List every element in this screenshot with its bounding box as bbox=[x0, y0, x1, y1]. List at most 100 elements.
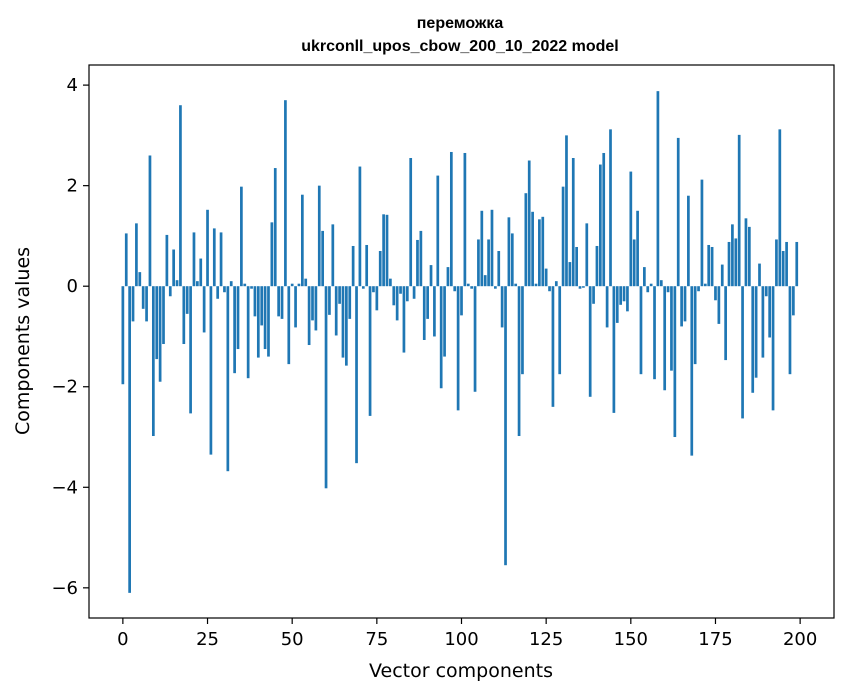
bar bbox=[731, 224, 734, 287]
bar bbox=[138, 272, 142, 287]
bar bbox=[419, 230, 423, 287]
bar bbox=[206, 209, 209, 287]
bar bbox=[314, 286, 318, 331]
bar bbox=[443, 286, 446, 357]
bar bbox=[470, 286, 474, 289]
bar bbox=[436, 175, 440, 287]
bar bbox=[612, 286, 616, 413]
bar bbox=[212, 228, 216, 287]
bar bbox=[355, 286, 358, 464]
y-tick-label: −6 bbox=[51, 578, 78, 599]
bar bbox=[449, 151, 453, 287]
bar bbox=[510, 233, 514, 287]
bar bbox=[341, 286, 345, 358]
bar bbox=[175, 280, 179, 287]
bar bbox=[626, 286, 629, 312]
bar bbox=[629, 171, 633, 287]
bar bbox=[351, 245, 355, 287]
bar bbox=[348, 286, 352, 319]
bar bbox=[717, 286, 721, 324]
bar bbox=[135, 223, 138, 287]
x-tick-label: 100 bbox=[444, 629, 478, 650]
bar bbox=[290, 283, 294, 287]
bar bbox=[155, 286, 159, 360]
bar bbox=[182, 286, 186, 345]
bar bbox=[558, 286, 562, 375]
bar bbox=[361, 286, 365, 289]
bar bbox=[747, 226, 751, 287]
bar bbox=[270, 222, 274, 287]
x-ticks-group: 0 25 50 75 100 125 150 175 200 bbox=[117, 618, 817, 650]
bar bbox=[260, 286, 264, 326]
y-tick-label: −2 bbox=[51, 377, 78, 398]
bar bbox=[524, 193, 528, 287]
bar bbox=[433, 286, 436, 337]
bar bbox=[680, 286, 683, 327]
bar bbox=[277, 286, 280, 317]
bar bbox=[311, 286, 314, 321]
bar bbox=[456, 286, 460, 411]
bar bbox=[145, 286, 148, 322]
bar bbox=[480, 210, 484, 287]
bar bbox=[460, 286, 463, 316]
bar bbox=[389, 278, 392, 287]
bar bbox=[304, 278, 308, 287]
bar bbox=[598, 164, 602, 287]
bar bbox=[582, 286, 585, 288]
bar bbox=[741, 286, 744, 419]
bar bbox=[148, 155, 152, 287]
bar bbox=[619, 286, 623, 305]
bar bbox=[365, 244, 369, 287]
bar bbox=[568, 262, 572, 287]
x-tick-label: 25 bbox=[196, 629, 219, 650]
bar bbox=[521, 286, 524, 375]
bar bbox=[196, 281, 199, 287]
bar bbox=[490, 209, 494, 287]
bar bbox=[724, 286, 727, 361]
bar bbox=[673, 286, 677, 438]
bar bbox=[297, 283, 301, 287]
bar bbox=[690, 286, 694, 456]
bar bbox=[788, 286, 792, 375]
bar bbox=[378, 251, 382, 287]
bar bbox=[229, 281, 233, 287]
bar bbox=[785, 241, 788, 287]
bar bbox=[754, 286, 758, 378]
bar bbox=[781, 251, 785, 287]
bar bbox=[585, 223, 589, 287]
bar bbox=[538, 219, 541, 287]
bar bbox=[121, 286, 125, 385]
bar bbox=[328, 286, 331, 315]
bar bbox=[639, 286, 643, 375]
x-tick-label: 50 bbox=[281, 629, 304, 650]
bar bbox=[426, 286, 429, 319]
bar bbox=[778, 129, 782, 287]
bar bbox=[697, 286, 700, 292]
bar bbox=[412, 286, 416, 299]
bar bbox=[385, 214, 389, 287]
bar bbox=[487, 239, 490, 287]
bar bbox=[666, 286, 670, 293]
bar bbox=[233, 286, 236, 374]
y-tick-label: −4 bbox=[51, 477, 78, 498]
bar bbox=[737, 134, 741, 287]
bar bbox=[565, 135, 568, 287]
bar bbox=[744, 218, 748, 287]
bar bbox=[453, 286, 457, 292]
bar bbox=[734, 238, 738, 287]
bar bbox=[676, 137, 680, 287]
bar bbox=[358, 166, 362, 287]
bar bbox=[300, 194, 304, 287]
bar bbox=[758, 263, 761, 287]
bar bbox=[256, 286, 260, 358]
bar bbox=[554, 281, 558, 287]
bar bbox=[331, 224, 335, 287]
bar bbox=[202, 286, 206, 333]
x-tick-label: 75 bbox=[365, 629, 388, 650]
bar bbox=[141, 286, 145, 309]
bar bbox=[172, 249, 176, 287]
x-tick-label: 125 bbox=[529, 629, 563, 650]
bar bbox=[771, 286, 775, 411]
bar bbox=[500, 286, 504, 328]
bar bbox=[321, 230, 325, 287]
